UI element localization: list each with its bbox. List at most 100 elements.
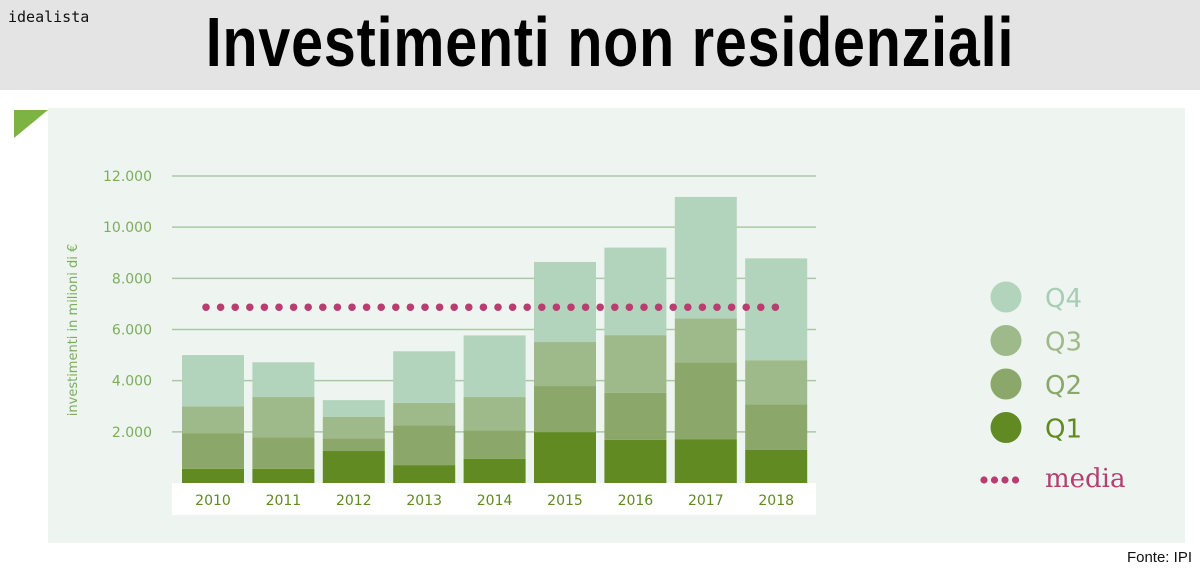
bar-q2-2015	[534, 386, 596, 433]
bar-q3-2013	[393, 402, 456, 426]
media-dot	[625, 303, 634, 312]
legend-media-dot	[990, 476, 999, 484]
x-tick-label: 2014	[477, 493, 513, 509]
bar-q2-2013	[393, 425, 456, 466]
media-dot	[698, 303, 707, 312]
bar-q1-2017	[674, 439, 737, 483]
source-note: Fonte: IPI	[1126, 549, 1192, 566]
bar-q4-2016	[604, 247, 667, 336]
brand-logo: idealista	[8, 8, 90, 26]
x-tick-label: 2012	[336, 493, 372, 509]
bar-q2-2017	[674, 362, 737, 440]
bar-q4-2011	[252, 362, 315, 398]
media-dot	[713, 303, 721, 312]
media-dot	[669, 303, 677, 312]
media-dot	[333, 303, 342, 312]
media-dot	[377, 303, 386, 312]
media-dot	[581, 303, 590, 312]
media-dot	[319, 303, 327, 312]
media-dot	[202, 303, 210, 312]
bar-q4-2012	[322, 400, 385, 417]
page-title: Investimenti non residenziali	[205, 3, 1015, 81]
media-dot	[742, 303, 750, 312]
media-dot	[260, 303, 269, 312]
bar-q4-2015	[534, 261, 596, 343]
bar-q3-2010	[182, 406, 244, 434]
media-dot	[348, 303, 356, 312]
media-dot	[611, 303, 619, 312]
legend-label-q3: Q3	[1045, 328, 1082, 358]
bar-q4-2014	[463, 335, 526, 398]
legend-media-dot	[1011, 476, 1020, 484]
legend-label-q4: Q4	[1045, 284, 1082, 314]
bar-q1-2014	[463, 458, 526, 483]
legend-swatch-q2	[990, 368, 1022, 400]
bar-q4-2013	[393, 351, 456, 403]
bar-q3-2014	[463, 397, 526, 431]
y-tick-label: 4.000	[112, 374, 152, 390]
x-tick-label: 2017	[688, 493, 724, 509]
media-dot	[231, 303, 239, 312]
media-dot	[216, 303, 225, 312]
bar-q2-2014	[463, 430, 526, 459]
y-tick-label: 12.000	[103, 169, 152, 185]
media-dot	[654, 303, 663, 312]
media-dot	[392, 303, 400, 312]
legend-media-dot	[1001, 476, 1009, 484]
bar-q3-2012	[322, 416, 385, 439]
media-dot	[757, 303, 765, 312]
x-tick-label: 2011	[266, 493, 302, 509]
x-tick-label: 2016	[618, 493, 654, 509]
bar-q2-2016	[604, 392, 667, 440]
y-tick-label: 10.000	[103, 220, 152, 236]
bar-q3-2015	[534, 342, 596, 387]
bar-q2-2011	[252, 437, 315, 469]
bar-q4-2017	[674, 196, 737, 319]
media-dot	[508, 303, 517, 312]
media-dot	[479, 303, 488, 312]
media-dot	[596, 303, 604, 312]
media-dot	[421, 303, 429, 312]
y-axis-label: investimenti in milioni di €	[66, 244, 81, 416]
bar-q1-2011	[252, 468, 315, 483]
bar-q2-2010	[182, 433, 244, 469]
media-dot	[435, 303, 444, 312]
bar-q4-2010	[182, 355, 244, 407]
x-tick-label: 2018	[758, 493, 794, 509]
bar-q1-2010	[182, 468, 244, 483]
media-dot	[494, 303, 502, 312]
y-tick-label: 6.000	[112, 323, 152, 339]
header: idealista Investimenti non residenziali	[0, 0, 1200, 90]
media-dot	[246, 303, 254, 312]
media-dot	[406, 303, 415, 312]
media-dot	[465, 303, 473, 312]
media-dot	[684, 303, 692, 312]
bar-q1-2013	[393, 465, 456, 483]
bar-q2-2018	[745, 404, 808, 450]
x-axis-strip	[172, 483, 816, 515]
legend-swatch-q3	[990, 325, 1022, 356]
legend-swatch-q1	[990, 412, 1022, 443]
x-tick-label: 2013	[406, 493, 442, 509]
legend-label-q2: Q2	[1045, 371, 1082, 401]
x-tick-label: 2015	[547, 493, 583, 509]
bar-q3-2017	[674, 318, 737, 363]
media-dot	[727, 303, 736, 312]
bar-q1-2015	[534, 432, 596, 483]
bar-q1-2016	[604, 439, 667, 483]
media-dot	[552, 303, 561, 312]
x-tick-label: 2010	[195, 493, 231, 509]
media-dot	[450, 303, 459, 312]
media-dot	[523, 303, 531, 312]
y-tick-label: 8.000	[112, 271, 152, 287]
media-dot	[538, 303, 546, 312]
media-dot	[771, 303, 780, 312]
bar-q3-2018	[745, 360, 808, 405]
legend-media-dot	[980, 476, 988, 484]
media-dot	[304, 303, 313, 312]
bar-q1-2012	[322, 451, 385, 483]
bar-q2-2012	[322, 438, 385, 452]
legend-swatch-q4	[990, 281, 1022, 313]
legend-label-q1: Q1	[1045, 415, 1082, 445]
